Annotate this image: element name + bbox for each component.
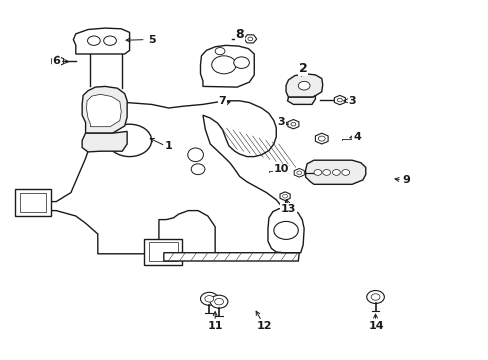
Text: 3: 3 bbox=[277, 117, 285, 127]
Text: 6: 6 bbox=[52, 56, 60, 66]
Text: 10: 10 bbox=[273, 164, 288, 174]
Text: 9: 9 bbox=[401, 175, 409, 185]
Text: 1: 1 bbox=[164, 141, 172, 151]
Circle shape bbox=[332, 170, 340, 175]
Ellipse shape bbox=[187, 148, 203, 162]
Polygon shape bbox=[163, 253, 299, 261]
FancyBboxPatch shape bbox=[144, 239, 182, 265]
Text: 8: 8 bbox=[235, 28, 244, 41]
Ellipse shape bbox=[107, 124, 151, 157]
Circle shape bbox=[210, 295, 227, 308]
Polygon shape bbox=[86, 94, 121, 127]
Polygon shape bbox=[32, 101, 292, 254]
Circle shape bbox=[313, 170, 321, 175]
FancyBboxPatch shape bbox=[15, 189, 51, 216]
Polygon shape bbox=[82, 86, 127, 133]
Ellipse shape bbox=[191, 164, 204, 175]
Circle shape bbox=[247, 37, 252, 41]
Circle shape bbox=[215, 48, 224, 55]
Polygon shape bbox=[82, 131, 127, 152]
Polygon shape bbox=[285, 74, 322, 97]
Polygon shape bbox=[305, 160, 365, 184]
Circle shape bbox=[322, 170, 330, 175]
FancyBboxPatch shape bbox=[149, 242, 177, 261]
FancyBboxPatch shape bbox=[20, 193, 46, 212]
Text: 14: 14 bbox=[368, 321, 384, 331]
Text: 2: 2 bbox=[298, 62, 307, 75]
Text: 13: 13 bbox=[280, 204, 296, 214]
Circle shape bbox=[282, 194, 287, 198]
Text: 7: 7 bbox=[218, 96, 226, 106]
Circle shape bbox=[233, 57, 249, 68]
Polygon shape bbox=[73, 28, 129, 54]
Circle shape bbox=[341, 170, 349, 175]
Circle shape bbox=[370, 294, 379, 300]
Text: 11: 11 bbox=[207, 321, 223, 331]
Circle shape bbox=[55, 59, 61, 63]
Circle shape bbox=[318, 136, 325, 141]
Circle shape bbox=[366, 291, 384, 303]
Text: 12: 12 bbox=[256, 321, 271, 331]
Polygon shape bbox=[267, 208, 304, 253]
Circle shape bbox=[204, 296, 213, 302]
Circle shape bbox=[298, 81, 309, 90]
Text: 5: 5 bbox=[147, 35, 155, 45]
Circle shape bbox=[211, 56, 236, 74]
Circle shape bbox=[337, 98, 342, 102]
Circle shape bbox=[103, 36, 116, 45]
Circle shape bbox=[87, 36, 100, 45]
Circle shape bbox=[214, 298, 223, 305]
Text: 3: 3 bbox=[347, 96, 355, 106]
Circle shape bbox=[273, 221, 298, 239]
Polygon shape bbox=[200, 45, 254, 87]
Circle shape bbox=[296, 171, 301, 175]
Polygon shape bbox=[287, 95, 315, 104]
Text: 4: 4 bbox=[352, 132, 360, 142]
Circle shape bbox=[290, 122, 295, 126]
Circle shape bbox=[200, 292, 218, 305]
